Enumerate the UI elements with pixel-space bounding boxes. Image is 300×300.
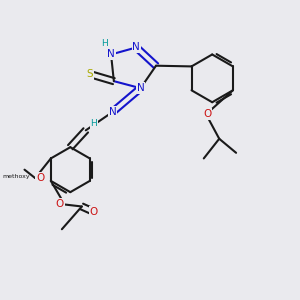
- Text: O: O: [56, 199, 64, 209]
- Text: N: N: [137, 83, 144, 93]
- Text: H: H: [101, 39, 107, 48]
- Text: N: N: [109, 107, 116, 117]
- Text: N: N: [107, 50, 115, 59]
- Text: O: O: [89, 207, 98, 217]
- Text: H: H: [90, 119, 97, 128]
- Text: S: S: [87, 69, 93, 79]
- Text: O: O: [36, 173, 44, 183]
- Text: N: N: [133, 42, 140, 52]
- Text: methoxy: methoxy: [2, 174, 30, 179]
- Text: O: O: [203, 109, 211, 119]
